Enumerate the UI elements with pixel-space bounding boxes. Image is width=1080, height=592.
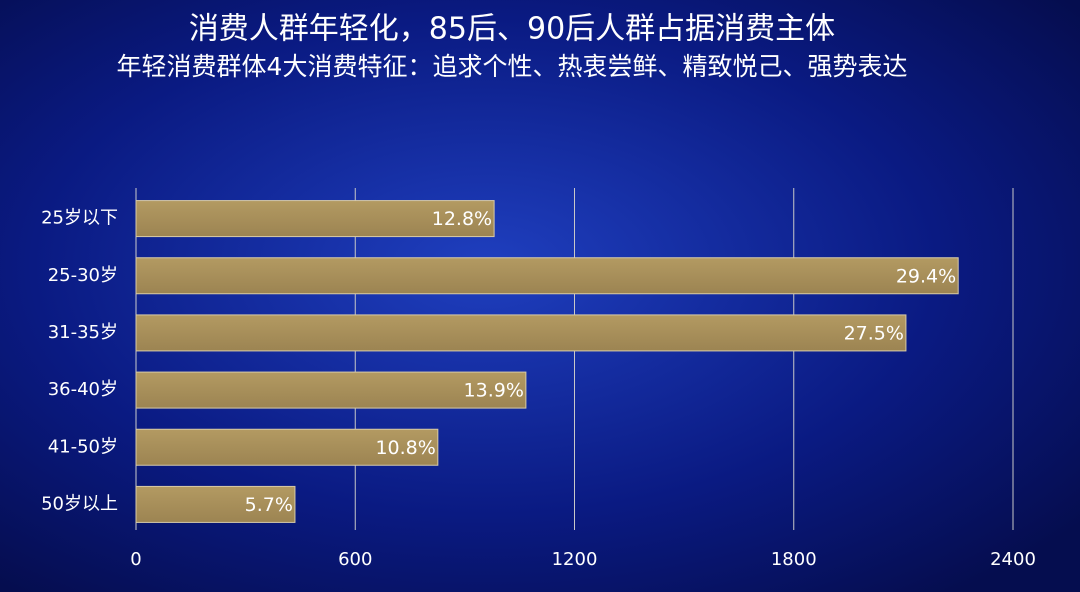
bar xyxy=(135,200,495,238)
bar-label: 13.9% xyxy=(464,380,524,402)
y-tick-label: 50岁以上 xyxy=(41,493,118,514)
x-tick-label: 1800 xyxy=(771,549,817,570)
bar-label: 27.5% xyxy=(844,322,904,344)
y-tick-label: 41-50岁 xyxy=(48,436,118,457)
x-tick-label: 600 xyxy=(338,549,372,570)
bar xyxy=(135,428,439,466)
bar-label: 10.8% xyxy=(375,437,435,459)
x-tick-label: 2400 xyxy=(990,549,1036,570)
y-tick-label: 25岁以下 xyxy=(41,208,118,229)
bar xyxy=(135,314,907,352)
x-tick-label: 0 xyxy=(130,549,141,570)
x-tick-label: 1200 xyxy=(552,549,598,570)
bar-label: 5.7% xyxy=(245,494,293,516)
y-tick-label: 36-40岁 xyxy=(48,379,118,400)
bar-label: 29.4% xyxy=(896,265,956,287)
y-tick-label: 25-30岁 xyxy=(48,265,118,286)
bar xyxy=(135,371,527,409)
chart-subtitle: 年轻消费群体4大消费特征：追求个性、热衷尝鲜、精致悦己、强势表达 xyxy=(117,52,908,81)
bar xyxy=(135,485,296,523)
bar xyxy=(135,257,959,295)
chart-title: 消费人群年轻化，85后、90后人群占据消费主体 xyxy=(189,12,835,47)
bar-label: 12.8% xyxy=(432,208,492,230)
y-tick-label: 31-35岁 xyxy=(48,322,118,343)
